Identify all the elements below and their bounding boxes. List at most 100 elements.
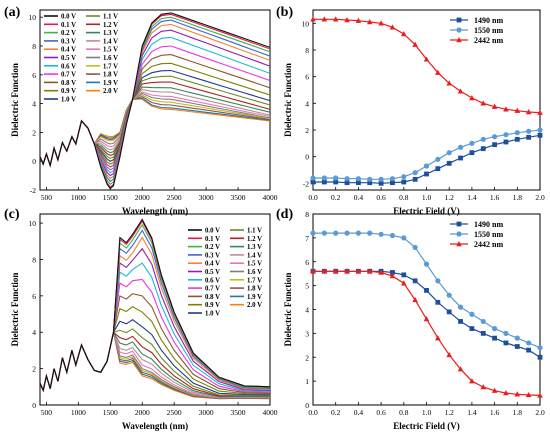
- marker-circle: [378, 176, 384, 182]
- x-tick-label: 1.6: [490, 193, 500, 202]
- legend-label: 0.3 V: [205, 252, 220, 259]
- panel-label-d: (d): [276, 207, 293, 222]
- marker-triangle: [469, 378, 475, 384]
- marker-triangle: [491, 103, 498, 109]
- legend-label: 1.2 V: [103, 22, 118, 29]
- marker-triangle: [525, 109, 532, 115]
- marker-circle: [389, 232, 396, 239]
- marker-square: [310, 179, 316, 185]
- marker-circle: [446, 292, 452, 298]
- y-tick-label: 8: [32, 255, 36, 264]
- marker-square: [435, 166, 441, 172]
- x-tick-label: 1500: [103, 193, 118, 202]
- x-tick-label: 1.2: [445, 408, 455, 417]
- y-tick-label: -2: [303, 179, 309, 188]
- x-tick-label: 0.2: [331, 193, 341, 202]
- marker-circle: [412, 170, 418, 176]
- x-tick-label: 1500: [103, 408, 118, 417]
- x-tick-label: 2000: [135, 408, 150, 417]
- y-tick-label: 6: [305, 258, 309, 267]
- marker-circle: [469, 311, 475, 317]
- x-tick-label: 1.4: [467, 408, 477, 417]
- x-tick-label: 2.0: [535, 408, 545, 417]
- marker-circle: [389, 176, 396, 182]
- y-tick-label: 4: [305, 306, 309, 315]
- marker-circle: [456, 231, 462, 237]
- marker-triangle: [378, 269, 384, 275]
- x-tick-label: 0.0: [308, 408, 318, 417]
- panel-d: 0.0 0.2 0.4 0.6 0.8 1.0 1.2 1.4 1.6 1.8 2.0 0 1 2 3 4 5 6…: [283, 210, 545, 431]
- legend-label: 0.4 V: [205, 261, 220, 268]
- marker-circle: [344, 176, 350, 182]
- x-tick-label: 1.4: [467, 193, 477, 202]
- marker-circle: [310, 230, 316, 236]
- marker-circle: [355, 176, 361, 182]
- marker-square: [458, 319, 463, 324]
- y-tick-label: 2: [305, 353, 309, 362]
- series-2442nm: [310, 16, 543, 115]
- marker-triangle: [503, 390, 509, 396]
- marker-triangle: [525, 391, 532, 398]
- legend-label: 1490 nm: [474, 16, 503, 25]
- marker-triangle: [480, 100, 487, 106]
- legend-label: 1550 nm: [474, 230, 503, 239]
- marker-circle: [321, 175, 327, 181]
- marker-circle: [333, 175, 339, 181]
- marker-circle: [480, 318, 486, 325]
- y-tick-label: 2: [32, 365, 36, 374]
- y-tick-label: 10: [302, 19, 310, 28]
- x-tick-label: 1000: [71, 408, 86, 417]
- legend-label: 0.5 V: [205, 269, 220, 276]
- legend-label: 1.3 V: [103, 30, 118, 37]
- marker-square: [333, 179, 339, 185]
- legend-label: 0.7 V: [61, 72, 76, 79]
- marker-triangle: [401, 31, 407, 37]
- marker-square: [321, 179, 327, 185]
- marker-triangle: [457, 366, 464, 372]
- legend-label: 1.2 V: [247, 236, 262, 243]
- marker-square: [503, 139, 509, 145]
- legend-label: 0.4 V: [61, 47, 76, 54]
- marker-square: [480, 330, 486, 336]
- legend-label: 0.8 V: [61, 80, 76, 87]
- marker-triangle: [366, 268, 373, 274]
- legend-label: 1.8 V: [103, 72, 118, 79]
- legend-label: 0.7 V: [205, 286, 220, 293]
- legend-label: 1.6 V: [103, 55, 118, 62]
- marker-square: [378, 180, 384, 186]
- marker-triangle: [321, 268, 328, 274]
- y-tick-label: 7: [305, 234, 309, 243]
- x-tick-label: 2000: [135, 193, 150, 202]
- x-axis-label: Wavelength (nm): [122, 206, 188, 216]
- y-axis-label: Dielectric Function: [10, 273, 20, 347]
- x-tick-label: 0.2: [331, 408, 341, 417]
- x-axis-label: Wavelength (nm): [122, 421, 188, 431]
- marker-circle: [514, 130, 520, 136]
- marker-triangle: [310, 16, 316, 22]
- legend-label: 2.0 V: [247, 302, 262, 309]
- y-axis-label: Dielectric Function: [10, 63, 20, 137]
- marker-triangle: [423, 56, 430, 62]
- panel-label-b: (b): [276, 5, 293, 20]
- marker-square: [537, 132, 543, 138]
- marker-triangle: [332, 268, 339, 274]
- x-axis-label: Electric Field (V): [393, 421, 459, 431]
- x-tick-label: 4000: [263, 193, 278, 202]
- marker-circle: [344, 230, 350, 236]
- marker-circle: [526, 128, 532, 134]
- marker-circle: [446, 150, 452, 156]
- legend-label: 1.4 V: [103, 38, 118, 45]
- x-tick-label: 2.0: [535, 193, 545, 202]
- legend-label: 1.7 V: [103, 63, 118, 70]
- x-tick-label: 1.0: [422, 193, 432, 202]
- marker-circle: [367, 176, 373, 182]
- panel-a: 500 1000 1500 2000 2500 3000 3500 4000 -2 0 2 4 6 8 10…: [10, 9, 278, 216]
- marker-square: [503, 340, 509, 346]
- y-axis-label: Dielectric Function: [283, 63, 293, 137]
- legend-label: 0.5 V: [61, 55, 76, 62]
- y-tick-label: 4: [305, 99, 309, 108]
- x-tick-label: 1.2: [445, 193, 455, 202]
- marker-square: [424, 288, 429, 293]
- panel-label-a: (a): [4, 5, 21, 20]
